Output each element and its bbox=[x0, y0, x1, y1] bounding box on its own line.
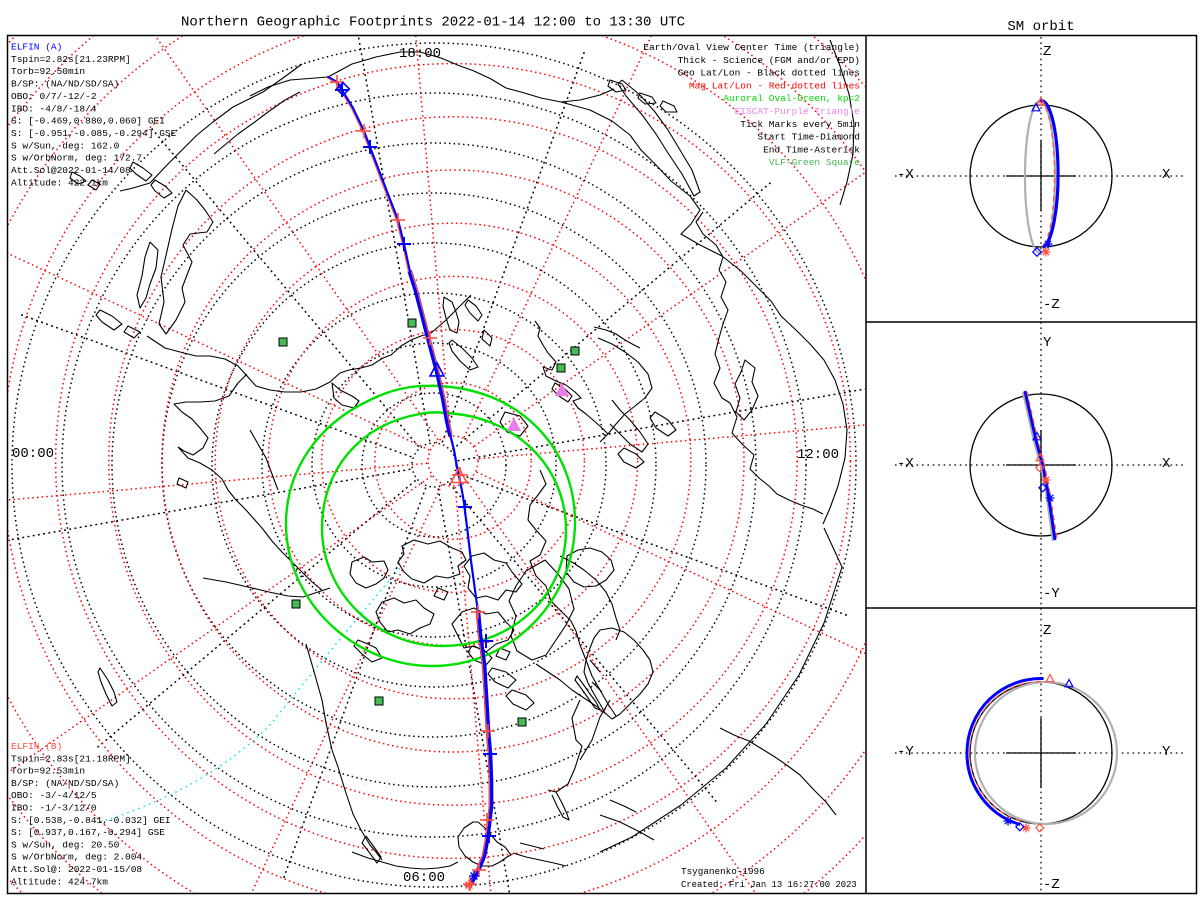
svg-text:Tspin=2.83s[21.18RPM]: Tspin=2.83s[21.18RPM] bbox=[11, 753, 131, 764]
svg-text:OBO: -3/-4/12/5: OBO: -3/-4/12/5 bbox=[11, 790, 97, 801]
svg-text:Altitude: 422.1km: Altitude: 422.1km bbox=[11, 177, 108, 188]
svg-text:Northern Geographic Footprints: Northern Geographic Footprints 2022-01-1… bbox=[181, 15, 685, 31]
svg-text:Att.Sol@: 2022-01-15/08: Att.Sol@: 2022-01-15/08 bbox=[11, 864, 142, 875]
svg-text:-Y: -Y bbox=[1043, 586, 1060, 602]
svg-text:VLF-Green Square: VLF-Green Square bbox=[769, 157, 861, 168]
svg-text:Torb=92.53min: Torb=92.53min bbox=[11, 766, 85, 777]
svg-text:ELFIN (A): ELFIN (A) bbox=[11, 42, 62, 53]
svg-text:S w/Sun, deg: 162.0: S w/Sun, deg: 162.0 bbox=[11, 140, 120, 151]
svg-text:Att.Sol@2022-01-14/08: Att.Sol@2022-01-14/08 bbox=[11, 165, 131, 176]
svg-text:12:00: 12:00 bbox=[797, 447, 839, 463]
svg-text:Y: Y bbox=[1162, 744, 1171, 760]
svg-text:S: [0.538,-0.841,-0.032] GEI: S: [0.538,-0.841,-0.032] GEI bbox=[11, 815, 171, 826]
svg-text:OBO: 0/7/-12/-2: OBO: 0/7/-12/-2 bbox=[11, 91, 97, 102]
svg-text:IBO: -1/-3/12/0: IBO: -1/-3/12/0 bbox=[11, 803, 97, 814]
svg-text:Start Time-Diamond: Start Time-Diamond bbox=[757, 132, 860, 143]
svg-text:S w/Sun, deg: 20.50: S w/Sun, deg: 20.50 bbox=[11, 839, 120, 850]
svg-text:18:00: 18:00 bbox=[399, 46, 441, 62]
svg-text:Y: Y bbox=[1043, 335, 1052, 351]
svg-text:EISCAT-Purple Triangle: EISCAT-Purple Triangle bbox=[735, 106, 861, 117]
svg-text:Z: Z bbox=[1043, 44, 1051, 60]
svg-text:-X: -X bbox=[897, 456, 914, 472]
svg-text:ELFIN (B): ELFIN (B) bbox=[11, 741, 62, 752]
svg-text:X: X bbox=[1162, 167, 1171, 183]
svg-text:Created: Fri Jan 13 16:27:00 2: Created: Fri Jan 13 16:27:00 2023 bbox=[681, 880, 857, 890]
svg-text:Z: Z bbox=[1043, 623, 1051, 639]
svg-text:IBO: -4/8/-18/4: IBO: -4/8/-18/4 bbox=[11, 103, 97, 114]
svg-text:06:00: 06:00 bbox=[403, 870, 445, 886]
svg-text:-Y: -Y bbox=[897, 744, 914, 760]
svg-text:S: [0.937,0.167,-0.294] GSE: S: [0.937,0.167,-0.294] GSE bbox=[11, 827, 165, 838]
svg-text:SM orbit: SM orbit bbox=[1007, 19, 1074, 35]
svg-text:00:00: 00:00 bbox=[12, 446, 54, 462]
svg-text:Earth/Oval View Center Time (t: Earth/Oval View Center Time (triangle) bbox=[643, 42, 860, 53]
svg-text:-Z: -Z bbox=[1043, 297, 1060, 313]
svg-text:S w/OrbNorm, deg: 172.7: S w/OrbNorm, deg: 172.7 bbox=[11, 153, 142, 164]
svg-text:Geo Lat/Lon - Black dotted lin: Geo Lat/Lon - Black dotted lines bbox=[678, 68, 860, 79]
svg-text:Torb=92.50min: Torb=92.50min bbox=[11, 66, 85, 77]
svg-text:Mag Lat/Lon - Red dotted lines: Mag Lat/Lon - Red dotted lines bbox=[689, 80, 860, 91]
svg-text:Auroral Oval-Green, kp=2: Auroral Oval-Green, kp=2 bbox=[723, 93, 860, 104]
svg-text:Thick - Science (FGM and/or EP: Thick - Science (FGM and/or EPD) bbox=[678, 55, 860, 66]
svg-text:Tick Marks every 5min: Tick Marks every 5min bbox=[740, 119, 860, 130]
svg-text:X: X bbox=[1162, 456, 1171, 472]
svg-text:S: [-0.951,-0.085,-0.294] GSE: S: [-0.951,-0.085,-0.294] GSE bbox=[11, 128, 177, 139]
svg-text:End Time-Asterisk: End Time-Asterisk bbox=[763, 144, 860, 155]
svg-text:Tsyganenko-1996: Tsyganenko-1996 bbox=[681, 866, 765, 877]
svg-text:Tspin=2.82s[21.23RPM]: Tspin=2.82s[21.23RPM] bbox=[11, 54, 131, 65]
svg-text:B/SP: (NA/ND/SD/SA): B/SP: (NA/ND/SD/SA) bbox=[11, 79, 119, 90]
svg-text:S: [-0.469,0.880,0.060] GEI: S: [-0.469,0.880,0.060] GEI bbox=[11, 116, 165, 127]
svg-text:S w/OrbNorm, deg: 2.004: S w/OrbNorm, deg: 2.004 bbox=[11, 852, 142, 863]
svg-text:-Z: -Z bbox=[1043, 877, 1060, 893]
svg-text:-X: -X bbox=[897, 167, 914, 183]
svg-text:Altitude: 424.7km: Altitude: 424.7km bbox=[11, 876, 108, 887]
svg-text:B/SP: (NA/ND/SD/SA): B/SP: (NA/ND/SD/SA) bbox=[11, 778, 119, 789]
